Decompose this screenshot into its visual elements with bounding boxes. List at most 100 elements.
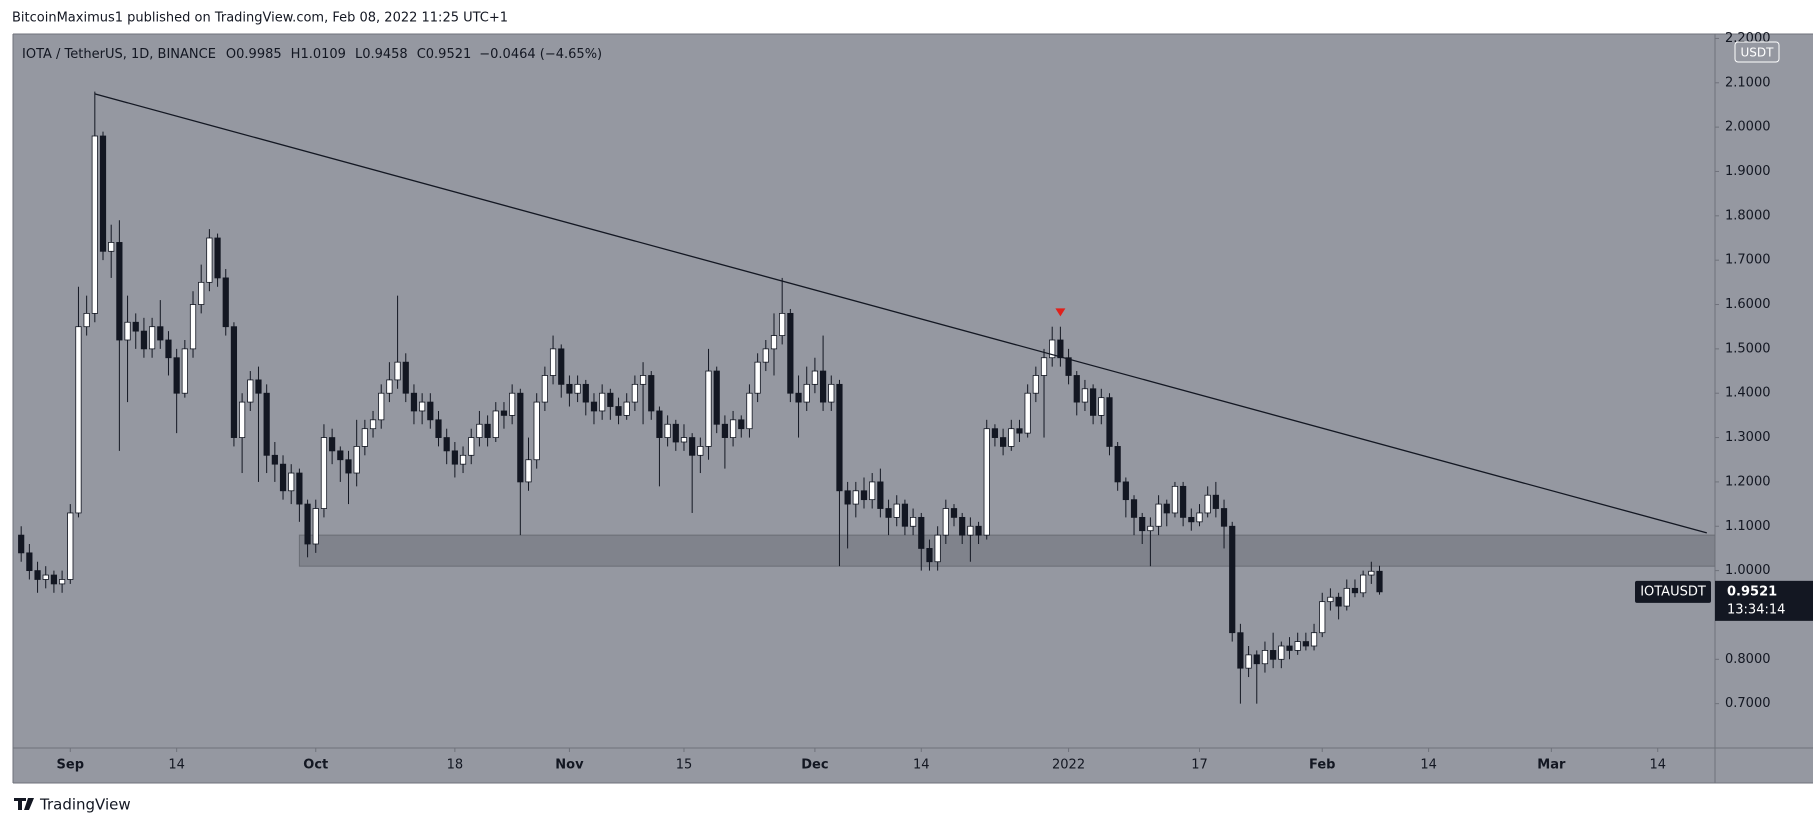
- x-tick-label: Feb: [1309, 758, 1335, 773]
- legend-value: 0.9521: [426, 47, 472, 62]
- candle-body: [42, 574, 49, 580]
- candle-body: [795, 392, 802, 403]
- candle-body: [361, 428, 368, 447]
- countdown-label: 13:34:14: [1727, 602, 1785, 617]
- x-tick-label: 14: [1649, 758, 1666, 773]
- candle-body: [844, 490, 851, 505]
- candle-body: [705, 370, 712, 447]
- candle-body: [1351, 587, 1359, 594]
- candle-body: [885, 508, 892, 518]
- candle-body: [869, 481, 876, 501]
- candle-body: [1114, 446, 1121, 483]
- candle-body: [779, 312, 786, 336]
- candle-body: [1335, 596, 1342, 607]
- legend-value: 0.9458: [362, 47, 408, 62]
- candle-body: [181, 348, 188, 394]
- candle-body: [345, 459, 352, 474]
- candle-body: [1278, 645, 1285, 660]
- candle-body: [1204, 494, 1211, 514]
- candle-body: [116, 242, 123, 341]
- candle-body: [819, 370, 827, 403]
- x-tick-label: 17: [1191, 758, 1208, 773]
- candle-body: [639, 375, 647, 385]
- candle-body: [1106, 397, 1113, 447]
- candle-body: [222, 277, 229, 328]
- candle-body: [631, 383, 638, 403]
- plot: [18, 91, 1715, 704]
- trendline: [94, 93, 1707, 534]
- candle-body: [484, 423, 491, 438]
- candle-body: [1049, 339, 1056, 359]
- candle-body: [1155, 503, 1162, 527]
- legend-change: −0.0464 (−4.65%): [479, 47, 602, 62]
- candle-body: [762, 348, 769, 363]
- candle-body: [942, 508, 949, 536]
- support-zone: [298, 534, 1715, 567]
- candle-body: [410, 392, 418, 412]
- candle-body: [1327, 596, 1334, 603]
- candle-body: [271, 454, 278, 465]
- candle-body: [877, 481, 884, 509]
- candle-body: [1171, 485, 1179, 514]
- candle-body: [893, 503, 900, 518]
- candle-body: [58, 579, 66, 585]
- candle-body: [852, 490, 859, 505]
- candle-body: [934, 534, 941, 563]
- candle-body: [648, 375, 655, 412]
- y-tick-label: 1.1000: [1725, 519, 1771, 534]
- candle-body: [500, 410, 508, 416]
- legend-value: 1.0109: [300, 47, 346, 62]
- x-tick-label: 14: [168, 758, 185, 773]
- candle-body: [255, 379, 262, 394]
- price-tag: [1715, 580, 1813, 621]
- candle-body: [738, 419, 745, 430]
- candle-body: [1098, 397, 1105, 416]
- symbol-tag: [1635, 580, 1711, 603]
- legend-value: 0.9985: [236, 47, 282, 62]
- legend-letter: C: [417, 47, 426, 62]
- currency-badge: [1734, 41, 1780, 63]
- candle-body: [419, 401, 426, 412]
- candle-body: [320, 437, 328, 509]
- candle-body: [975, 525, 982, 536]
- candle-body: [1237, 632, 1244, 669]
- candle-body: [18, 534, 25, 554]
- candle-body: [950, 508, 958, 518]
- x-tick-label: Dec: [801, 758, 828, 773]
- candle-body: [1147, 525, 1154, 532]
- candle-body: [967, 525, 974, 536]
- candle-body: [590, 401, 598, 412]
- candle-body: [1360, 574, 1367, 594]
- candle-body: [124, 321, 131, 341]
- candle-body: [353, 446, 360, 474]
- candle-body: [558, 348, 565, 385]
- candle-body: [509, 392, 516, 416]
- publisher: BitcoinMaximus1 published on TradingView…: [12, 11, 508, 26]
- candle-body: [304, 503, 311, 545]
- candle-body: [991, 428, 999, 438]
- candle-body: [533, 401, 540, 461]
- candle-body: [386, 379, 393, 394]
- candle-body: [230, 326, 238, 438]
- candle-body: [1180, 485, 1187, 518]
- candle-body: [296, 472, 303, 505]
- candle-body: [1196, 512, 1203, 523]
- candle-body: [1000, 437, 1007, 447]
- candle-body: [247, 379, 254, 403]
- x-tick-label: 15: [676, 758, 693, 773]
- x-tick-label: 14: [1420, 758, 1437, 773]
- x-tick-label: 2022: [1052, 758, 1085, 773]
- candle-body: [689, 437, 696, 456]
- candle-body: [67, 512, 74, 580]
- y-tick-label: 1.6000: [1725, 297, 1771, 312]
- candle-body: [983, 428, 990, 536]
- candle-body: [574, 383, 581, 394]
- candle-body: [1139, 516, 1146, 532]
- legend-letter: H: [291, 47, 301, 62]
- candle-body: [607, 392, 614, 407]
- candle-body: [288, 472, 295, 492]
- candle-body: [1163, 503, 1170, 514]
- candle-body: [1220, 508, 1228, 527]
